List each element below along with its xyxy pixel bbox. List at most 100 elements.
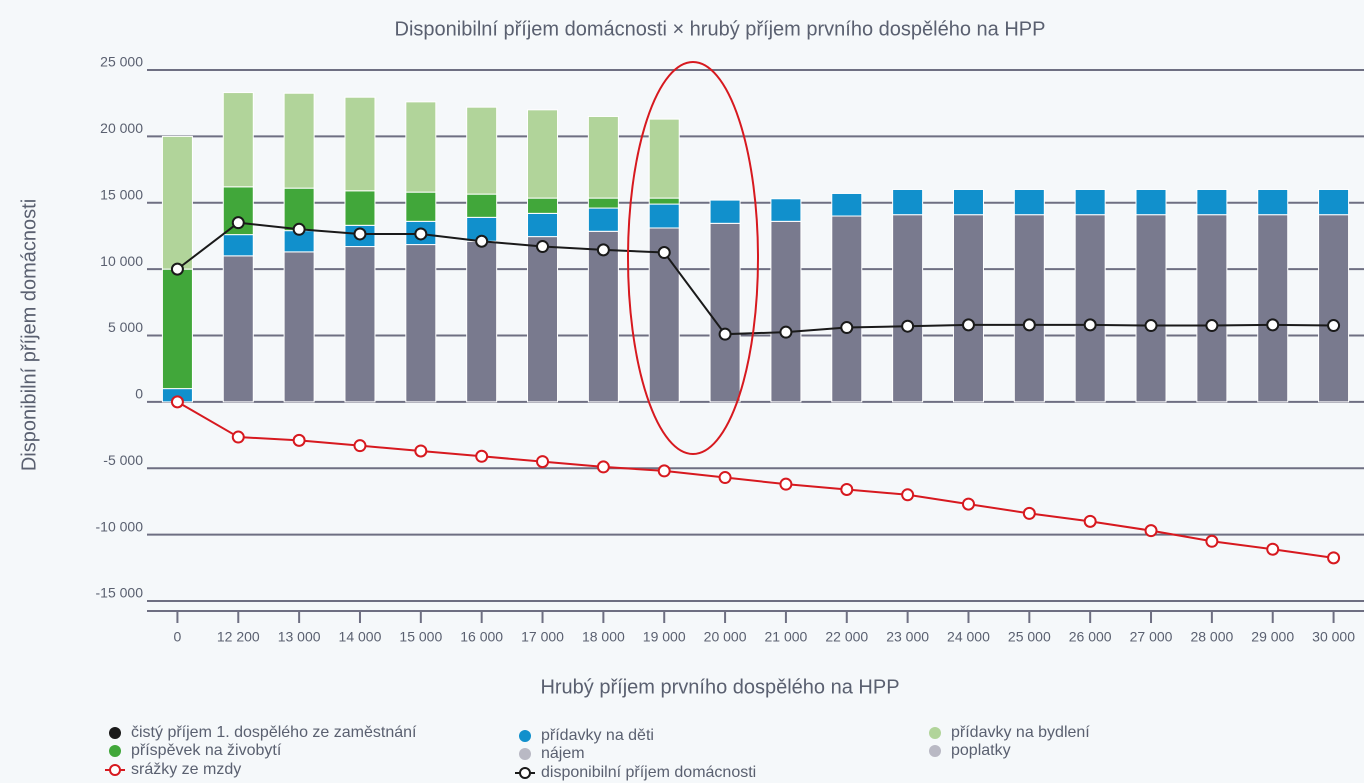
bar-segment <box>527 109 559 199</box>
legend-marker <box>519 748 531 760</box>
bar-segment <box>1074 214 1106 403</box>
line-point <box>1327 551 1341 565</box>
bar-segment <box>952 214 984 403</box>
x-tick-label: 14 000 <box>339 629 382 645</box>
bar-segment <box>1013 214 1045 403</box>
bar-segment <box>222 234 254 257</box>
bar-segment <box>222 255 254 403</box>
legend-label: přídavky na děti <box>541 727 654 744</box>
bar-segment <box>527 212 559 238</box>
bar-segment <box>648 203 680 229</box>
legend-label: nájem <box>541 745 585 762</box>
x-tick-label: 20 000 <box>704 629 747 645</box>
line-point <box>1022 318 1036 332</box>
line-point <box>170 395 184 409</box>
bar-segment <box>283 92 315 189</box>
line-point <box>840 482 854 496</box>
line-point <box>718 471 732 485</box>
highlight-ellipse <box>627 61 759 455</box>
x-tick-label: 26 000 <box>1069 629 1112 645</box>
x-tick-label: 17 000 <box>521 629 564 645</box>
legend-marker <box>519 730 531 742</box>
x-tick-label: 13 000 <box>278 629 321 645</box>
legend-marker <box>109 745 121 757</box>
x-tick-label: 30 000 <box>1312 629 1355 645</box>
legend-marker <box>109 727 121 739</box>
bar-segment <box>344 96 376 192</box>
bar-segment <box>770 198 802 222</box>
bar-segment <box>1318 188 1350 216</box>
bar-segment <box>405 191 437 222</box>
line-point <box>536 240 550 254</box>
line-point <box>1022 506 1036 520</box>
x-axis-label: Hrubý příjem prvního dospělého na HPP <box>540 676 899 698</box>
x-tick-label: 22 000 <box>825 629 868 645</box>
line-point <box>596 243 610 257</box>
bar-segment <box>1135 188 1167 216</box>
line-point <box>657 464 671 478</box>
line-point <box>1205 319 1219 333</box>
x-tick-label: 23 000 <box>886 629 929 645</box>
legend-label: srážky ze mzdy <box>131 761 241 778</box>
x-tick-label: 15 000 <box>399 629 442 645</box>
bar-segment <box>222 92 254 188</box>
bar-segment <box>405 101 437 193</box>
y-tick-label: 15 000 <box>100 186 143 202</box>
bar-segment <box>1074 188 1106 216</box>
line-point <box>1205 534 1219 548</box>
bar-segment <box>587 197 619 209</box>
chart-title: Disponibilní příjem domácnosti × hrubý p… <box>395 18 1046 40</box>
line-point <box>718 327 732 341</box>
line-point <box>961 318 975 332</box>
line-point <box>231 430 245 444</box>
plot <box>161 92 1350 565</box>
bar-segment <box>344 190 376 226</box>
line-point <box>779 477 793 491</box>
x-tick-label: 25 000 <box>1008 629 1051 645</box>
bar-segment <box>466 240 498 403</box>
line-point <box>596 460 610 474</box>
legend-label: přídavky na bydlení <box>951 724 1090 741</box>
bar-segment <box>161 268 193 390</box>
bar-segment <box>952 188 984 216</box>
y-axis-label: Disponibilní příjem domácnosti <box>18 199 40 471</box>
line-point <box>353 227 367 241</box>
bar-segment <box>587 115 619 199</box>
bar-segment <box>405 244 437 403</box>
line-point <box>779 325 793 339</box>
line-point <box>231 216 245 230</box>
bar-segment <box>527 236 559 403</box>
x-tick-label: 12 200 <box>217 629 260 645</box>
x-tick-label: 24 000 <box>947 629 990 645</box>
line-point <box>1083 318 1097 332</box>
line-point <box>1266 542 1280 556</box>
bar-segment <box>466 106 498 195</box>
line-point <box>292 222 306 236</box>
legend: čistý příjem 1. dospělého ze zaměstnáníp… <box>105 724 1090 781</box>
bar-segment <box>1257 188 1289 216</box>
x-tick-label: 21 000 <box>765 629 808 645</box>
bar-segment <box>709 222 741 403</box>
x-tick-label: 28 000 <box>1190 629 1233 645</box>
y-tick-label: 0 <box>135 386 143 402</box>
x-tick-label: 16 000 <box>460 629 503 645</box>
x-tick-label: 27 000 <box>1130 629 1173 645</box>
y-tick-label: 25 000 <box>100 54 143 70</box>
bar-segment <box>161 135 193 270</box>
bar-segment <box>831 215 863 403</box>
bar-segment <box>831 192 863 217</box>
bar-segment <box>648 197 680 205</box>
line-point <box>1266 318 1280 332</box>
line-point <box>475 449 489 463</box>
line-point <box>961 497 975 511</box>
x-tick-label: 19 000 <box>643 629 686 645</box>
line-point <box>901 488 915 502</box>
y-tick-label: -5 000 <box>103 452 143 468</box>
x-tick-label: 29 000 <box>1251 629 1294 645</box>
x-tick-label: 0 <box>174 629 182 645</box>
line-point <box>475 234 489 248</box>
line-point <box>292 433 306 447</box>
line-point <box>414 444 428 458</box>
legend-label: příspěvek na živobytí <box>131 742 282 759</box>
